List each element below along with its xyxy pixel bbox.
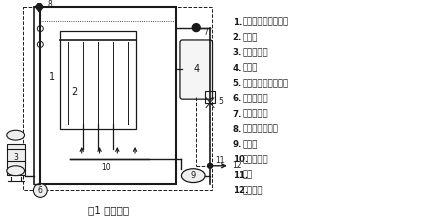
Circle shape	[207, 163, 212, 168]
Text: 6: 6	[38, 186, 43, 195]
Text: 出水电磁阀: 出水电磁阀	[242, 110, 268, 118]
Text: 穿孔曝气管: 穿孔曝气管	[242, 155, 268, 164]
Text: 出水排放: 出水排放	[242, 186, 262, 195]
Text: 活性污泥生物反应器: 活性污泥生物反应器	[242, 18, 288, 27]
Bar	[7, 144, 24, 175]
Text: 出水控制阀及流量计: 出水控制阀及流量计	[242, 79, 288, 88]
Text: 原水储水罐: 原水储水罐	[242, 48, 268, 57]
Text: 10: 10	[101, 163, 111, 172]
FancyBboxPatch shape	[179, 40, 212, 99]
Text: 9.: 9.	[232, 140, 242, 149]
Text: 图1 中试装置: 图1 中试装置	[88, 205, 129, 215]
Text: 水表: 水表	[242, 171, 252, 180]
Text: 浮球液位控制器: 浮球液位控制器	[242, 125, 278, 134]
Text: 膜组件: 膜组件	[242, 33, 257, 42]
Text: 8: 8	[47, 0, 52, 9]
Bar	[204, 91, 214, 103]
Text: 2: 2	[72, 87, 78, 97]
Text: 5.: 5.	[232, 79, 242, 88]
Text: 7: 7	[203, 28, 207, 37]
Text: 9: 9	[190, 171, 196, 180]
Text: 3: 3	[13, 153, 18, 162]
Text: 控制柜: 控制柜	[242, 64, 257, 73]
Text: 4.: 4.	[232, 64, 242, 73]
Ellipse shape	[7, 130, 24, 140]
Text: 12.: 12.	[232, 186, 248, 195]
Ellipse shape	[7, 166, 24, 176]
Text: 6.: 6.	[232, 94, 242, 103]
Text: 4: 4	[193, 64, 199, 74]
Text: 11: 11	[214, 156, 224, 165]
Text: 12: 12	[231, 161, 241, 170]
Polygon shape	[35, 2, 43, 12]
Text: 原水提升泵: 原水提升泵	[242, 94, 268, 103]
Text: 8.: 8.	[232, 125, 242, 134]
Ellipse shape	[181, 169, 204, 183]
Circle shape	[192, 24, 200, 32]
Text: 11.: 11.	[232, 171, 248, 180]
Circle shape	[33, 183, 47, 197]
Text: 1.: 1.	[232, 18, 242, 27]
Text: 10.: 10.	[232, 155, 248, 164]
Text: 2.: 2.	[232, 33, 242, 42]
Text: 7.: 7.	[232, 110, 242, 118]
Text: 鼓风机: 鼓风机	[242, 140, 257, 149]
Text: 5: 5	[217, 97, 222, 106]
Text: 3.: 3.	[232, 48, 242, 57]
Text: 1: 1	[49, 72, 55, 82]
